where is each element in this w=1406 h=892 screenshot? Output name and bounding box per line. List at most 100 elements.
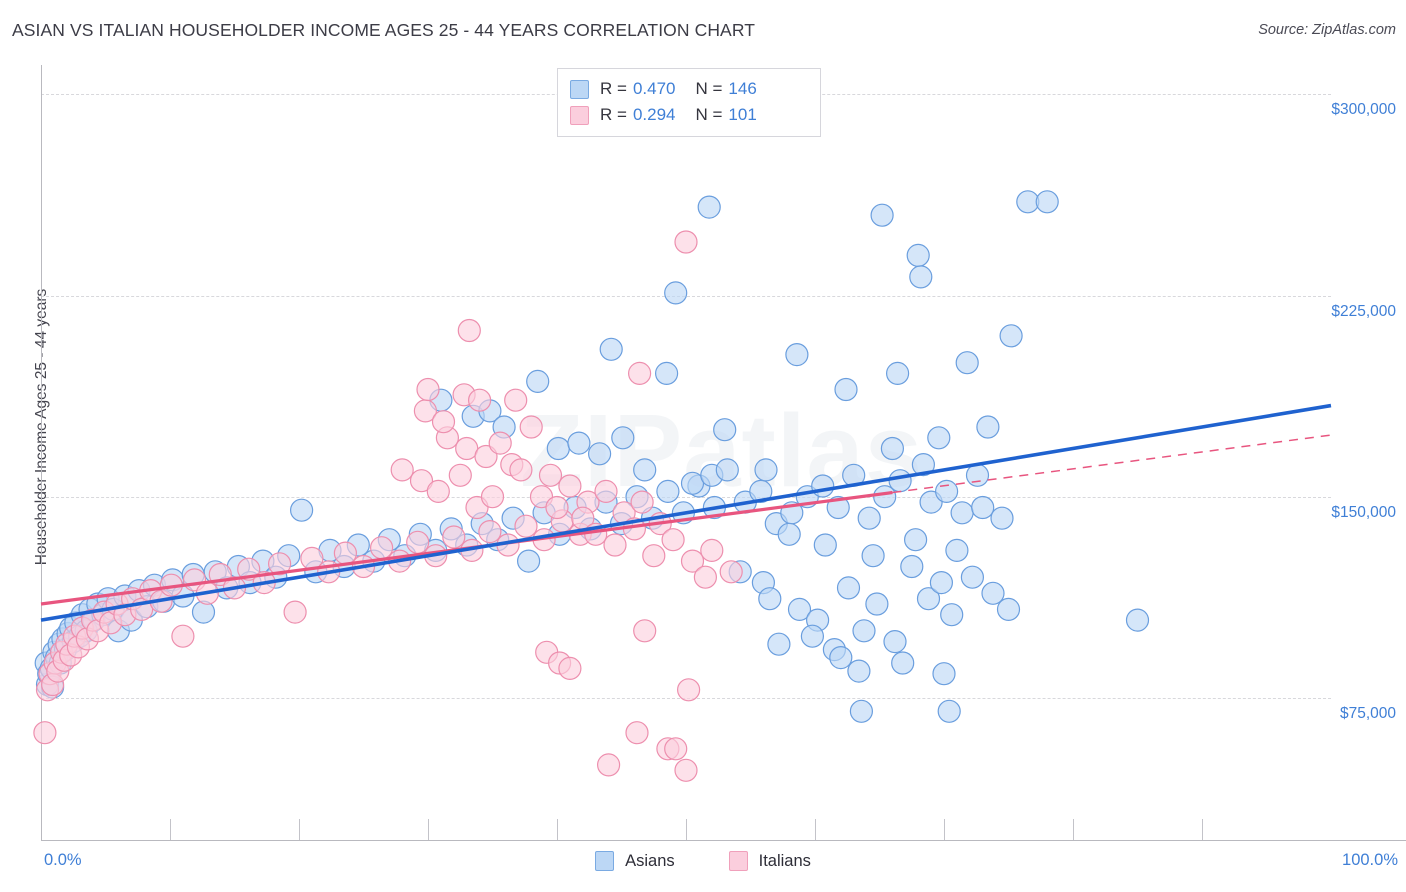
data-point[interactable] <box>800 624 825 648</box>
data-point[interactable] <box>680 471 705 495</box>
data-point[interactable] <box>333 541 357 565</box>
data-point[interactable] <box>370 536 394 560</box>
data-point[interactable] <box>457 318 481 343</box>
data-point[interactable] <box>455 436 479 461</box>
data-point[interactable] <box>767 632 791 656</box>
data-point[interactable] <box>656 479 680 503</box>
data-point[interactable] <box>996 597 1021 622</box>
data-point[interactable] <box>611 426 635 450</box>
data-point[interactable] <box>999 324 1023 348</box>
data-point[interactable] <box>674 758 698 782</box>
data-point[interactable] <box>955 351 979 375</box>
data-point[interactable] <box>785 343 809 367</box>
data-point[interactable] <box>630 490 654 514</box>
data-point[interactable] <box>526 369 550 393</box>
data-point[interactable] <box>390 458 414 482</box>
data-point[interactable] <box>516 549 541 573</box>
data-point[interactable] <box>680 549 705 573</box>
data-point[interactable] <box>664 737 688 761</box>
data-point[interactable] <box>448 463 472 487</box>
data-point[interactable] <box>406 530 430 554</box>
data-point[interactable] <box>468 388 492 412</box>
data-point[interactable] <box>929 570 954 595</box>
data-point[interactable] <box>976 415 1000 439</box>
data-point[interactable] <box>654 361 679 385</box>
data-point[interactable] <box>171 624 195 648</box>
data-point[interactable] <box>567 431 591 455</box>
data-point[interactable] <box>625 721 649 745</box>
data-point[interactable] <box>676 678 701 702</box>
data-point[interactable] <box>971 495 995 520</box>
data-point[interactable] <box>981 581 1005 605</box>
data-point[interactable] <box>906 243 930 267</box>
data-point[interactable] <box>514 514 538 538</box>
data-point[interactable] <box>940 603 964 627</box>
data-point[interactable] <box>642 544 666 568</box>
data-point[interactable] <box>697 195 721 219</box>
data-point[interactable] <box>700 538 724 563</box>
data-point[interactable] <box>965 463 990 487</box>
data-point[interactable] <box>474 444 498 469</box>
data-point[interactable] <box>587 442 612 466</box>
data-point[interactable] <box>290 498 314 522</box>
data-point[interactable] <box>950 501 974 525</box>
data-point[interactable] <box>674 230 698 254</box>
data-point[interactable] <box>813 533 837 557</box>
data-point[interactable] <box>937 699 961 723</box>
data-point[interactable] <box>945 538 969 563</box>
data-point[interactable] <box>870 203 894 227</box>
data-point[interactable] <box>416 377 440 402</box>
data-point[interactable] <box>865 592 889 616</box>
data-point[interactable] <box>916 587 941 611</box>
data-point[interactable] <box>488 431 512 455</box>
data-point[interactable] <box>633 619 657 643</box>
data-point[interactable] <box>861 544 885 568</box>
data-point[interactable] <box>545 495 569 520</box>
data-point[interactable] <box>880 436 905 461</box>
data-point[interactable] <box>426 479 450 503</box>
data-point[interactable] <box>504 388 528 412</box>
data-point[interactable] <box>888 469 912 493</box>
series-legend-item-asians[interactable]: Asians <box>595 851 675 871</box>
data-point[interactable] <box>1016 190 1040 214</box>
data-point[interactable] <box>900 554 924 579</box>
data-point[interactable] <box>1125 608 1150 632</box>
data-point[interactable] <box>927 426 951 450</box>
data-point[interactable] <box>749 479 773 503</box>
data-point[interactable] <box>849 699 874 723</box>
data-point[interactable] <box>558 656 582 681</box>
data-point[interactable] <box>519 415 543 439</box>
data-point[interactable] <box>934 479 959 503</box>
data-point[interactable] <box>715 458 739 482</box>
data-point[interactable] <box>960 565 985 589</box>
data-point[interactable] <box>480 485 505 509</box>
data-point[interactable] <box>546 436 570 461</box>
data-point[interactable] <box>599 337 623 361</box>
data-point[interactable] <box>787 597 812 622</box>
data-point[interactable] <box>603 533 627 557</box>
data-point[interactable] <box>191 600 216 624</box>
data-point[interactable] <box>627 361 652 385</box>
data-point[interactable] <box>990 506 1014 530</box>
data-point[interactable] <box>442 525 466 549</box>
data-point[interactable] <box>836 576 861 600</box>
data-point[interactable] <box>558 474 582 498</box>
series-legend-item-italians[interactable]: Italians <box>728 851 811 871</box>
data-point[interactable] <box>596 753 621 777</box>
data-point[interactable] <box>829 645 853 670</box>
data-point[interactable] <box>664 281 688 305</box>
data-point[interactable] <box>509 458 533 482</box>
data-point[interactable] <box>758 587 782 611</box>
data-point[interactable] <box>834 377 858 402</box>
data-point[interactable] <box>594 479 618 503</box>
data-point[interactable] <box>932 662 956 686</box>
data-point[interactable] <box>903 528 928 552</box>
data-point[interactable] <box>909 265 933 289</box>
data-point[interactable] <box>478 519 502 544</box>
data-point[interactable] <box>693 565 718 589</box>
data-point[interactable] <box>431 410 456 434</box>
data-point[interactable] <box>754 458 778 482</box>
data-point[interactable] <box>883 629 907 654</box>
data-point[interactable] <box>268 552 292 576</box>
data-point[interactable] <box>852 619 876 643</box>
